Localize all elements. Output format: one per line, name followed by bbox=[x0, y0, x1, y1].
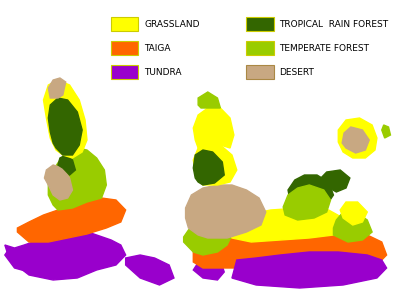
Text: GRASSLAND: GRASSLAND bbox=[144, 20, 199, 29]
Bar bbox=[97, 0, 396, 88]
Polygon shape bbox=[321, 170, 350, 192]
Polygon shape bbox=[283, 185, 330, 220]
Polygon shape bbox=[5, 230, 126, 280]
Bar bbox=[246, 65, 274, 79]
Text: DESERT: DESERT bbox=[279, 68, 314, 77]
Polygon shape bbox=[126, 255, 174, 285]
Polygon shape bbox=[185, 185, 266, 238]
Polygon shape bbox=[48, 78, 66, 98]
Polygon shape bbox=[232, 252, 386, 288]
Bar bbox=[111, 17, 138, 31]
Bar bbox=[246, 17, 274, 31]
Bar bbox=[0, 84, 398, 289]
Polygon shape bbox=[193, 255, 224, 280]
Polygon shape bbox=[48, 148, 106, 210]
Polygon shape bbox=[58, 155, 75, 175]
Polygon shape bbox=[382, 125, 391, 138]
Polygon shape bbox=[230, 208, 348, 242]
Polygon shape bbox=[193, 143, 237, 185]
Bar bbox=[246, 41, 274, 55]
Polygon shape bbox=[193, 150, 224, 185]
Text: TROPICAL  RAIN FOREST: TROPICAL RAIN FOREST bbox=[279, 20, 389, 29]
Polygon shape bbox=[338, 118, 377, 158]
Polygon shape bbox=[17, 198, 126, 242]
Polygon shape bbox=[342, 127, 369, 153]
Polygon shape bbox=[198, 92, 220, 108]
Bar bbox=[111, 65, 138, 79]
Polygon shape bbox=[288, 175, 333, 210]
Polygon shape bbox=[193, 108, 234, 148]
Polygon shape bbox=[193, 230, 386, 275]
Polygon shape bbox=[44, 165, 73, 200]
Bar bbox=[111, 41, 138, 55]
Polygon shape bbox=[5, 248, 34, 272]
Text: TUNDRA: TUNDRA bbox=[144, 68, 182, 77]
Polygon shape bbox=[48, 98, 82, 155]
Text: TAIGA: TAIGA bbox=[144, 44, 171, 53]
Polygon shape bbox=[340, 202, 367, 225]
Polygon shape bbox=[44, 80, 87, 158]
Text: TEMPERATE FOREST: TEMPERATE FOREST bbox=[279, 44, 369, 53]
Polygon shape bbox=[184, 218, 232, 255]
Polygon shape bbox=[333, 212, 372, 242]
